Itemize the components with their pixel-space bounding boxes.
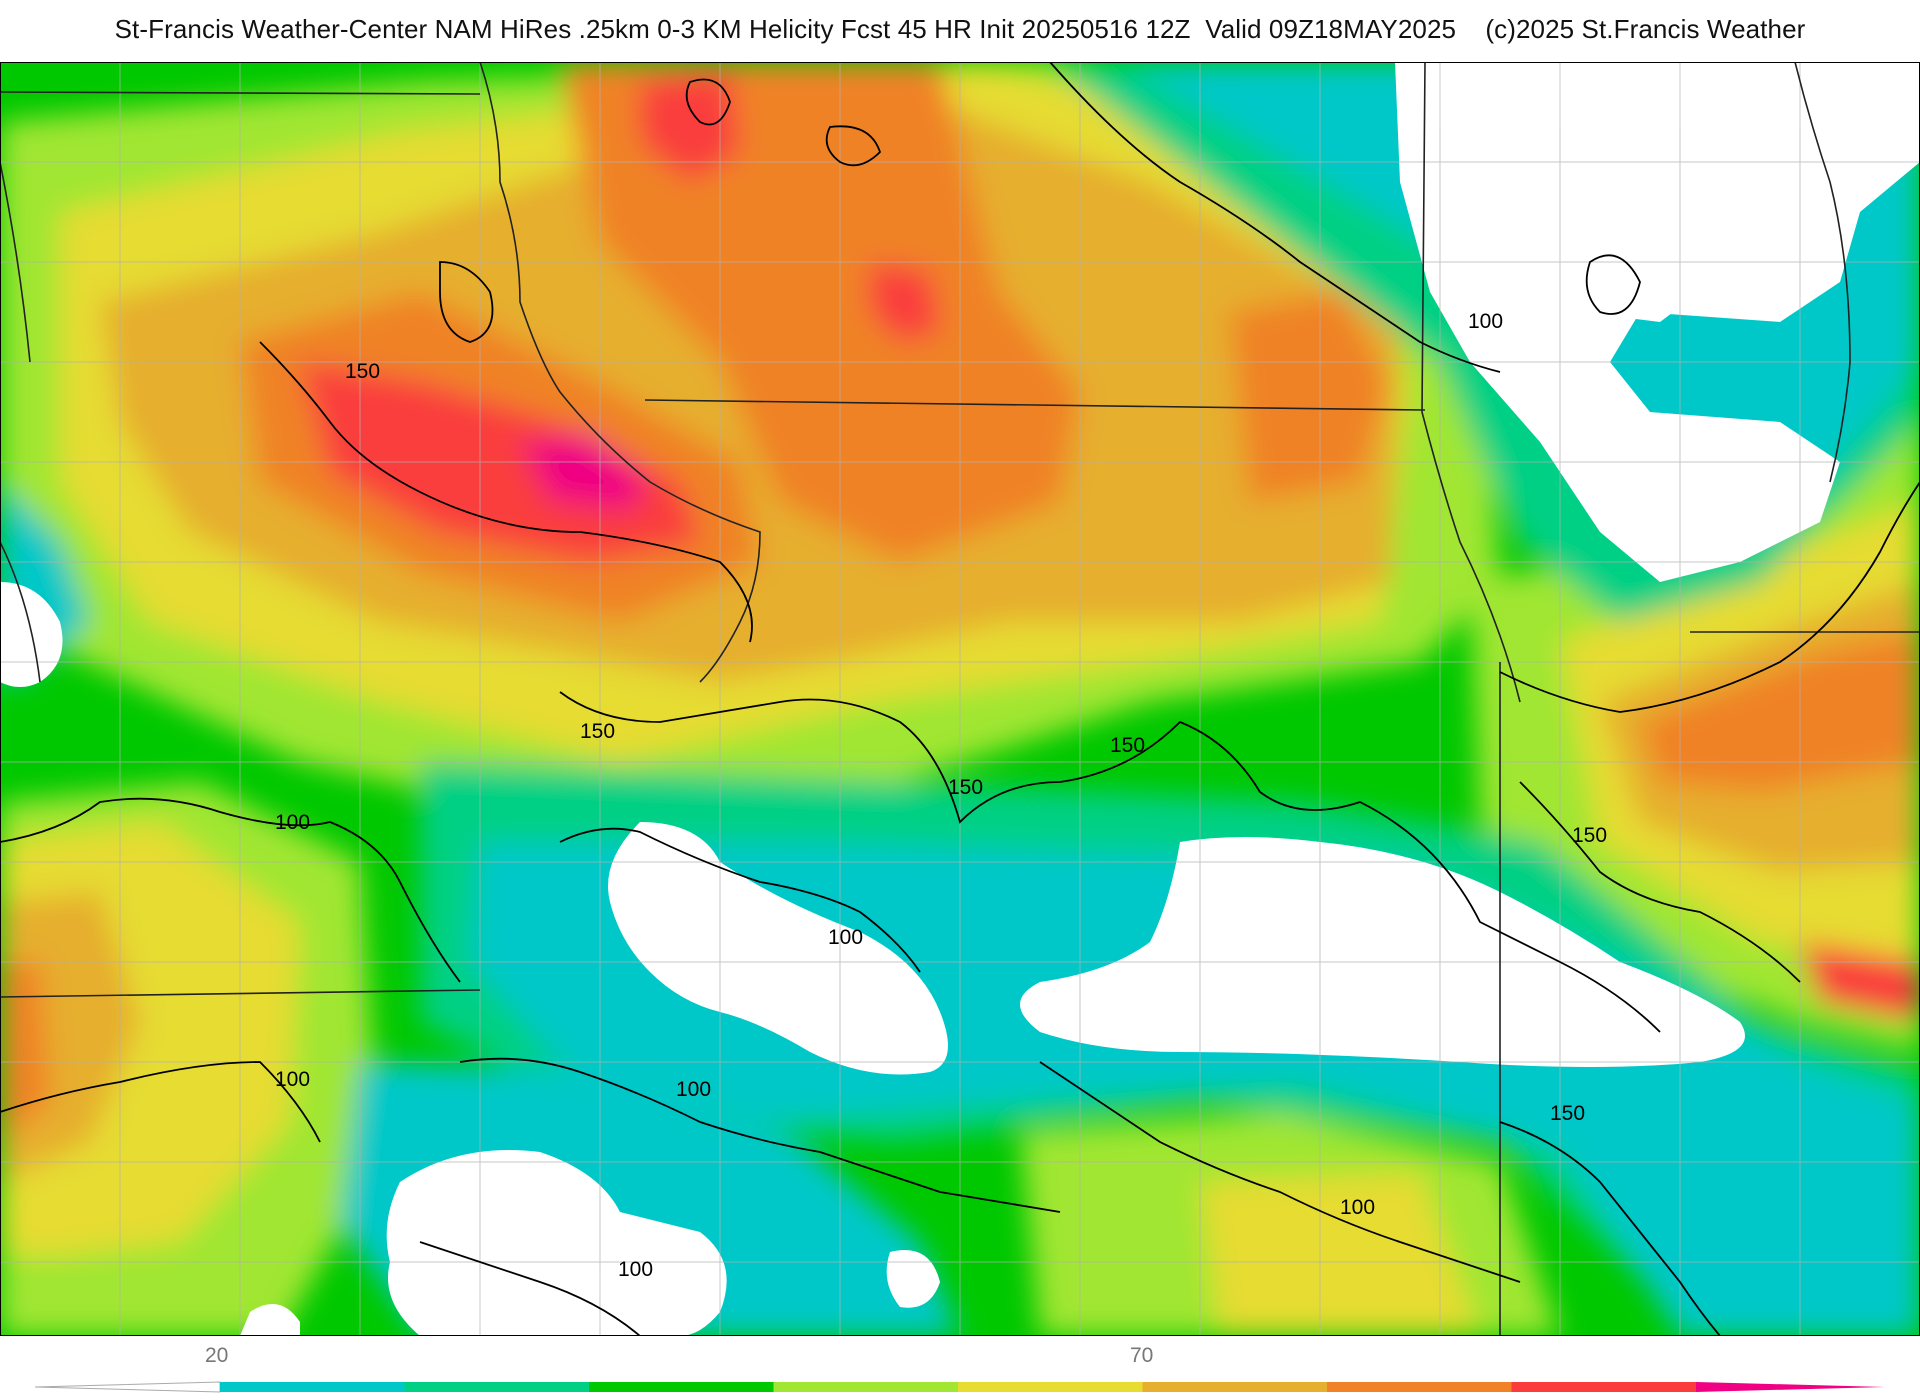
border-mo-river — [479, 62, 761, 683]
colorbar-segment — [1327, 1382, 1512, 1392]
contour-label: 100 — [676, 1078, 711, 1101]
contour-label: 100 — [1340, 1196, 1375, 1219]
field-yellow-south — [1200, 1172, 1480, 1336]
helicity-contours — [0, 62, 1920, 1336]
contour-150-east2 — [1519, 781, 1801, 983]
border-ia-mo — [1421, 62, 1521, 703]
white-sw-bottom — [240, 1304, 300, 1336]
contour-label-group: 150 150 150 150 150 150 100 100 100 100 … — [275, 310, 1607, 1281]
border-west — [0, 161, 41, 683]
colorbar-segment — [220, 1382, 405, 1392]
contour-label: 100 — [618, 1258, 653, 1281]
contour-label: 150 — [948, 776, 983, 799]
contour-label: 150 — [1550, 1102, 1585, 1125]
contour-150-east — [1499, 481, 1920, 713]
colorbar-segment — [404, 1382, 590, 1392]
white-southwest — [386, 1150, 727, 1336]
contour-100-sw — [0, 1061, 321, 1143]
colorbar-strip — [34, 1381, 1885, 1393]
contour-150-mid — [559, 691, 1661, 1033]
contour-150-nw — [259, 341, 753, 643]
field-magenta-nw — [520, 432, 650, 512]
contour-100-lakeloop — [1585, 254, 1641, 315]
colorbar-segment — [1142, 1382, 1328, 1392]
contour-100-west — [0, 797, 461, 983]
white-east-inner — [1540, 222, 1700, 322]
border-ks-ne — [644, 399, 1426, 411]
contour-label: 100 — [1468, 310, 1503, 333]
contour-150-north-loop — [439, 261, 494, 343]
contour-100-s — [459, 1057, 1061, 1213]
colorbar-segment — [958, 1382, 1143, 1392]
contour-150-n-small — [685, 78, 731, 126]
colorbar-tick-label: 70 — [1130, 1344, 1154, 1367]
contour-label: 150 — [1110, 734, 1145, 757]
contour-100-ssw — [419, 1241, 641, 1336]
colorbar: 20 70 — [0, 1340, 1920, 1400]
white-center-east — [1020, 837, 1745, 1067]
contour-label: 150 — [580, 720, 615, 743]
border-ks-ok — [0, 989, 481, 998]
contour-label: 150 — [345, 360, 380, 383]
contour-label: 100 — [275, 1068, 310, 1091]
contour-150-n-small2 — [825, 125, 882, 167]
white-northeast — [1395, 62, 1920, 582]
border-lake — [1794, 62, 1851, 483]
border-north — [0, 91, 481, 95]
white-south-small — [886, 1250, 940, 1308]
field-red-n2 — [870, 262, 940, 342]
colorbar-segment — [1511, 1382, 1697, 1392]
map-title: St-Francis Weather-Center NAM HiRes .25k… — [114, 14, 1806, 44]
field-orange-ne — [1230, 292, 1390, 502]
county-lines — [0, 62, 1920, 1336]
contour-label: 100 — [828, 926, 863, 949]
helicity-map: 150 150 150 150 150 150 100 100 100 100 … — [0, 62, 1920, 1336]
white-center-south — [608, 822, 948, 1075]
colorbar-segment — [589, 1382, 774, 1392]
contour-label: 100 — [275, 811, 310, 834]
contour-100-ne — [1049, 62, 1501, 373]
colorbar-tick-label: 20 — [205, 1344, 229, 1367]
field-orange-east — [1640, 632, 1920, 792]
contour-100-center — [559, 827, 921, 973]
state-borders — [0, 62, 1920, 1336]
contour-100-se — [1039, 1061, 1521, 1283]
colorbar-right-arrow — [1696, 1382, 1885, 1392]
field-red-n — [640, 72, 740, 182]
contour-label: 150 — [1572, 824, 1607, 847]
field-orange-n — [560, 62, 1080, 562]
contour-150-se — [1499, 1121, 1721, 1336]
colorbar-segment — [773, 1382, 959, 1392]
colorbar-left-arrow — [34, 1381, 221, 1393]
colorbar-segments — [220, 1382, 1697, 1392]
field-orange-west — [0, 962, 50, 1142]
